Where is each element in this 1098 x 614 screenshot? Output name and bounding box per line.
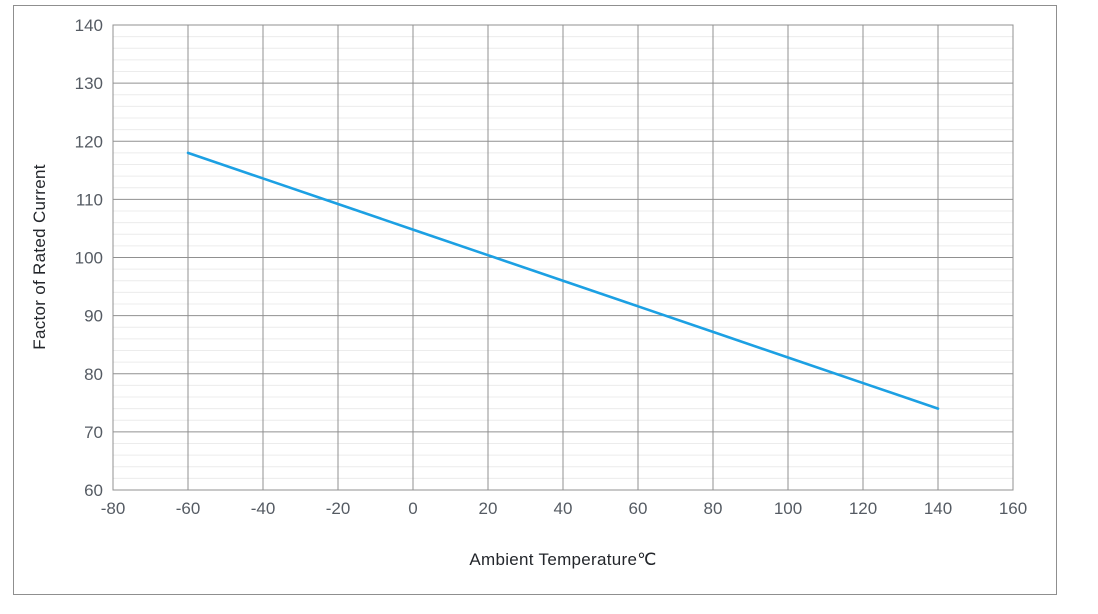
x-tick-label: -20 <box>326 499 351 518</box>
x-tick-label: -40 <box>251 499 276 518</box>
y-tick-label: 70 <box>84 423 103 442</box>
plot-area-border <box>112 24 1014 491</box>
y-tick-label: 80 <box>84 365 103 384</box>
x-tick-label: 40 <box>554 499 573 518</box>
y-tick-label: 90 <box>84 307 103 326</box>
y-tick-label: 130 <box>75 74 103 93</box>
x-tick-label: 60 <box>629 499 648 518</box>
x-tick-label: -80 <box>101 499 126 518</box>
y-axis-title: Factor of Rated Current <box>30 164 49 350</box>
x-tick-label: 120 <box>849 499 877 518</box>
y-tick-label: 110 <box>76 190 103 209</box>
x-tick-label: 160 <box>999 499 1027 518</box>
figure-border <box>13 5 1057 595</box>
y-tick-label: 60 <box>84 481 103 500</box>
x-tick-label: 20 <box>479 499 498 518</box>
x-tick-label: 80 <box>704 499 723 518</box>
x-tick-label: 100 <box>774 499 802 518</box>
y-tick-label: 120 <box>75 132 103 151</box>
x-axis-title: Ambient Temperature℃ <box>469 550 657 569</box>
data-line <box>186 151 940 410</box>
x-tick-label: 0 <box>408 499 417 518</box>
y-tick-label: 100 <box>75 249 103 268</box>
y-tick-label: 140 <box>75 16 103 35</box>
x-tick-label: -60 <box>176 499 201 518</box>
x-tick-label: 140 <box>924 499 952 518</box>
